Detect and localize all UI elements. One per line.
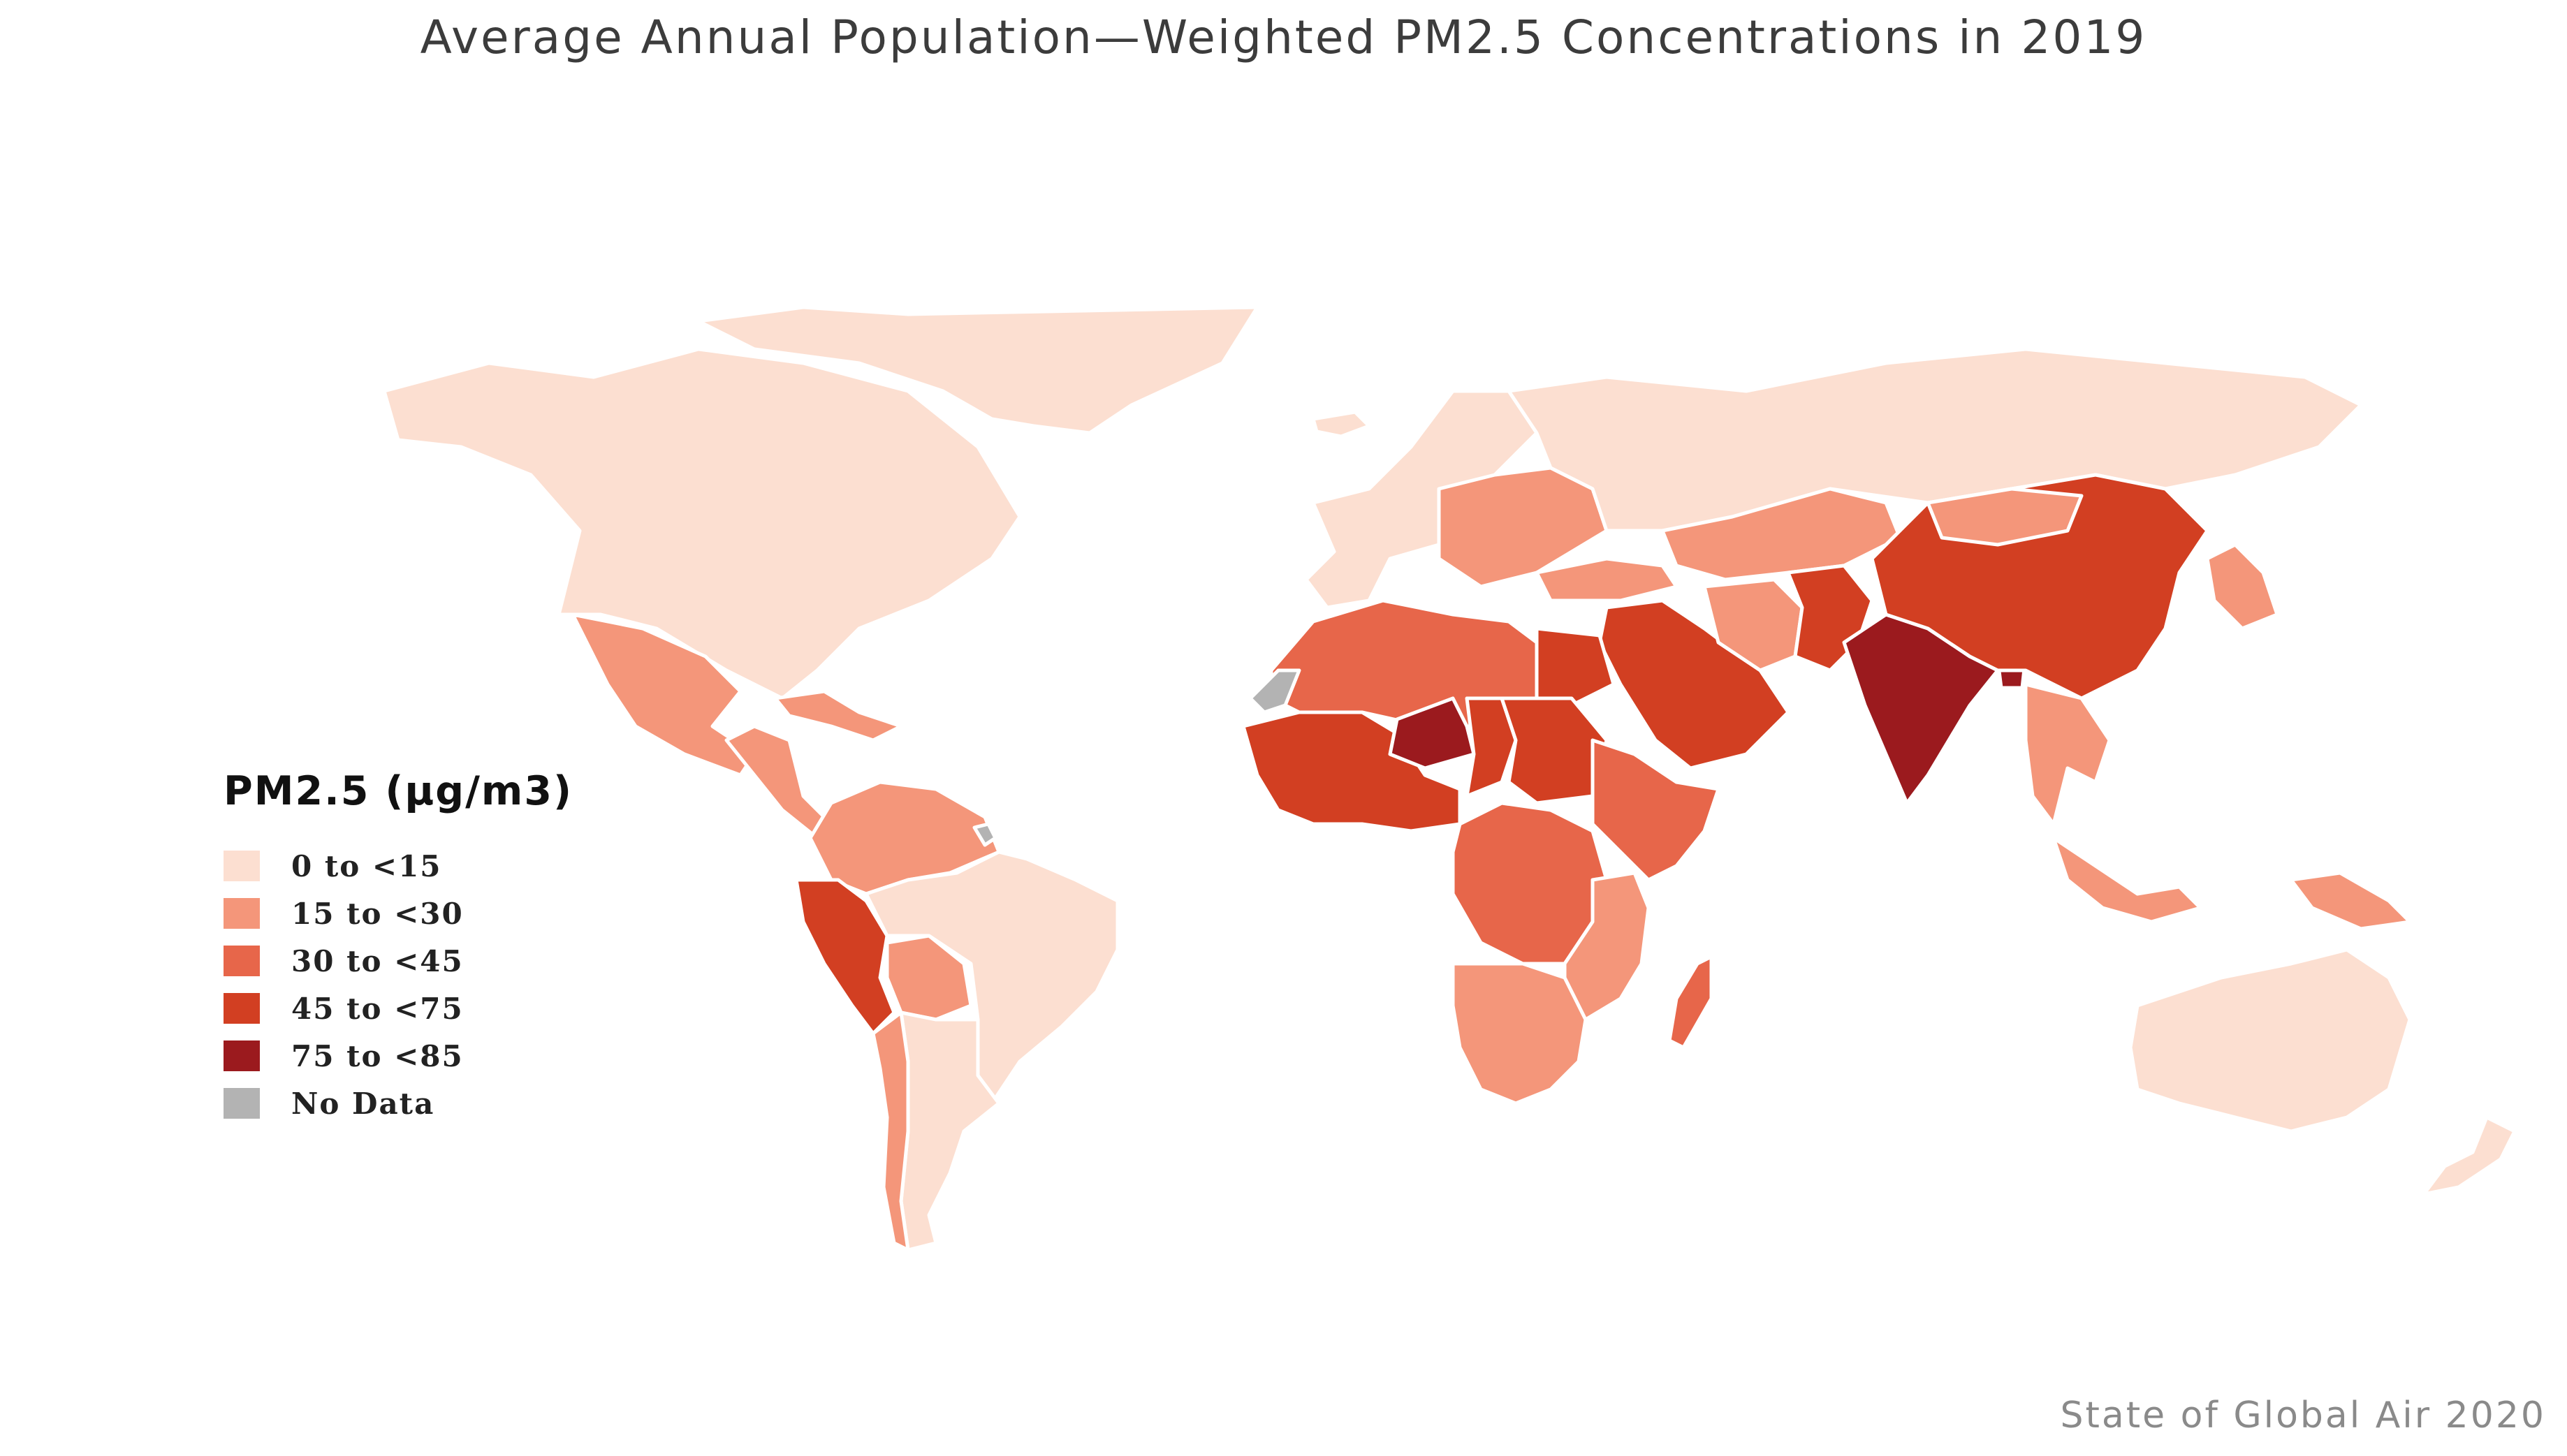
legend-swatch	[224, 1088, 260, 1119]
legend-item: 75 to <85	[224, 1032, 573, 1080]
region-french-guiana	[972, 822, 997, 847]
region-southeast-asia	[2024, 682, 2112, 826]
region-peru	[794, 878, 896, 1036]
region-madagascar	[1667, 955, 1713, 1050]
region-north-america	[382, 347, 1022, 700]
region-new-zealand	[2422, 1115, 2517, 1196]
legend-label: 0 to <15	[291, 848, 442, 883]
region-turkey	[1535, 557, 1679, 603]
region-indonesia	[2052, 836, 2202, 924]
region-central-asia	[1660, 487, 1902, 582]
legend-title: PM2.5 (µg/m3)	[224, 768, 573, 814]
region-iceland	[1311, 410, 1371, 439]
legend-item: 15 to <30	[224, 890, 573, 937]
region-western-sahara	[1248, 668, 1301, 714]
legend-label: 75 to <85	[291, 1038, 464, 1073]
legend-label: No Data	[291, 1086, 435, 1121]
legend-swatch	[224, 1040, 260, 1071]
legend-swatch	[224, 851, 260, 881]
region-australia	[2128, 948, 2412, 1133]
legend-item: 30 to <45	[224, 937, 573, 985]
legend-label: 45 to <75	[291, 991, 464, 1026]
legend-label: 15 to <30	[291, 896, 464, 931]
legend: PM2.5 (µg/m3) 0 to <15 15 to <30 30 to <…	[224, 768, 573, 1127]
region-europe-east	[1437, 466, 1609, 589]
region-egypt	[1535, 626, 1616, 707]
region-east-africa	[1563, 871, 1651, 1022]
legend-item: 0 to <15	[224, 842, 573, 890]
source-credit: State of Global Air 2020	[2060, 1395, 2546, 1436]
legend-swatch	[224, 993, 260, 1024]
region-greenland	[696, 305, 1259, 435]
legend-swatch	[224, 946, 260, 976]
map-title: Average Annual Population—Weighted PM2.5…	[420, 10, 2147, 64]
region-sudan	[1500, 696, 1609, 805]
region-chile	[871, 1010, 910, 1252]
region-papua	[2289, 871, 2412, 931]
region-mongolia	[1926, 487, 2084, 547]
region-japan-korea	[2205, 543, 2279, 631]
legend-item: No Data	[224, 1080, 573, 1127]
legend-label: 30 to <45	[291, 943, 464, 978]
region-horn-of-africa	[1590, 738, 1720, 882]
legend-item: 45 to <75	[224, 985, 573, 1032]
region-middle-east	[1597, 598, 1790, 770]
region-southern-africa	[1451, 962, 1588, 1105]
legend-items: 0 to <15 15 to <30 30 to <45 45 to <75 7…	[224, 842, 573, 1127]
region-caribbean	[773, 689, 903, 742]
region-brazil	[864, 850, 1120, 1105]
legend-swatch	[224, 898, 260, 929]
